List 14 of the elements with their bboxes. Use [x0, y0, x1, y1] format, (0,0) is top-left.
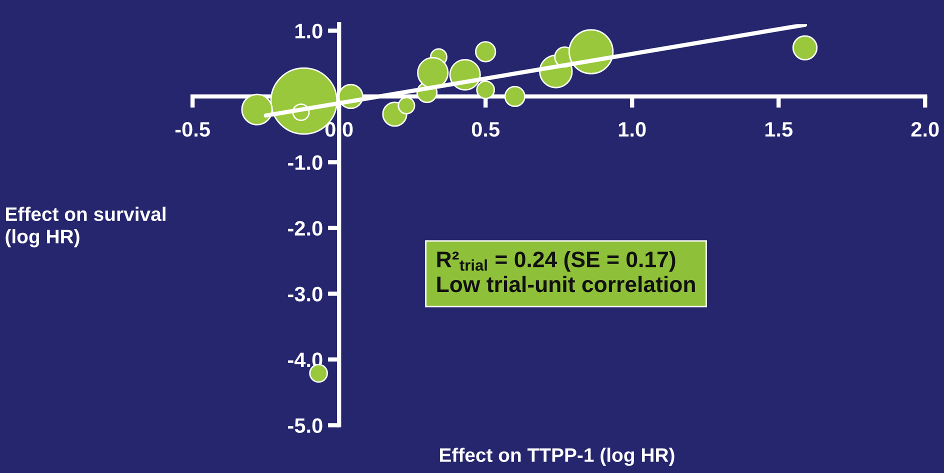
- x-tick-label: -0.5: [175, 122, 210, 137]
- x-tick-label: 1.0: [618, 122, 646, 137]
- x-tick-label: 2.0: [911, 122, 939, 137]
- y-tick-label: -5.0: [288, 418, 322, 433]
- y-tick-label: -3.0: [288, 286, 322, 302]
- x-tick-label: 0.5: [472, 122, 500, 137]
- y-axis-title: Effect on survival (log HR): [6, 206, 166, 248]
- y-tick-label: -2.0: [288, 220, 322, 236]
- x-tick-label: 1.5: [765, 122, 793, 137]
- y-tick-label: -1.0: [288, 155, 322, 170]
- x-axis-title: Effect on TTPP-1 (log HR): [440, 448, 674, 466]
- annotation: Low trial-unit correlation: [437, 276, 695, 292]
- annotation: R²$_{trial}$ = 0.24 (SE = 0.17): [437, 250, 676, 272]
- y-tick-label: 1.0: [295, 24, 322, 38]
